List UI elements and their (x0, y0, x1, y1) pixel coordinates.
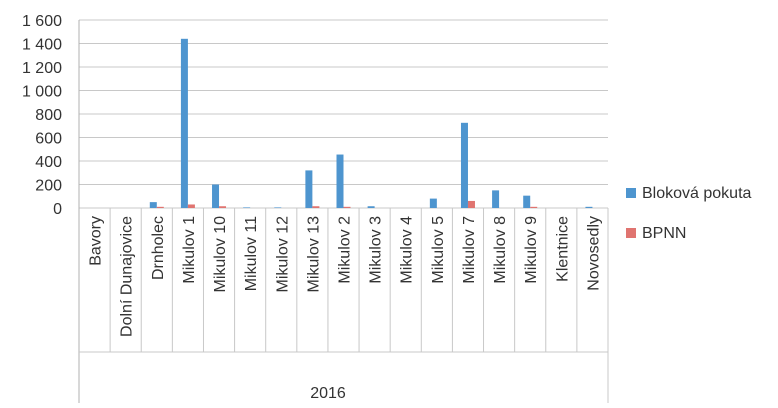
legend-label: BPNN (642, 225, 686, 242)
x-tick-label: Mikulov 12 (274, 216, 291, 293)
x-tick-label: Mikulov 1 (181, 216, 198, 284)
bar-blokova-pokuta (523, 195, 531, 208)
bar-bpnn (530, 206, 538, 208)
bar-blokova-pokuta (460, 122, 468, 208)
bars (149, 38, 593, 208)
bar-blokova-pokuta (585, 206, 593, 208)
bar-blokova-pokuta (149, 202, 157, 208)
legend: Bloková pokuta BPNN (626, 185, 752, 242)
legend-swatch (626, 228, 636, 238)
bar-bpnn (312, 206, 320, 208)
bar-blokova-pokuta (429, 198, 437, 208)
group-label: 2016 (310, 385, 346, 402)
bar-bpnn (343, 206, 351, 208)
y-tick-label: 600 (35, 131, 62, 148)
x-tick-label: Novosedly (585, 216, 602, 291)
x-tick-label: Dolní Dunajovice (119, 216, 136, 337)
x-tick-label: Mikulov 2 (337, 216, 354, 284)
bar-bpnn (467, 200, 475, 208)
y-tick-label: 800 (35, 107, 62, 124)
y-tick-label: 1 400 (22, 37, 62, 54)
bar-blokova-pokuta (305, 170, 313, 208)
bar-bpnn (219, 206, 227, 208)
x-tick-label: Mikulov 7 (461, 216, 478, 284)
x-tick-label: Drnholec (150, 216, 167, 280)
bar-blokova-pokuta (243, 207, 251, 208)
x-tick-labels: Bavory Dolní Dunajovice Drnholec Mikulov 1 M… (88, 216, 603, 337)
x-tick-label: Mikulov 3 (368, 216, 385, 284)
y-tick-label: 1 200 (22, 60, 62, 77)
bar-blokova-pokuta (274, 207, 282, 208)
bar-blokova-pokuta (336, 154, 344, 208)
x-tick-label: Mikulov 5 (430, 216, 447, 284)
gridlines (79, 19, 608, 209)
x-tick-label: Mikulov 10 (212, 216, 229, 293)
x-tick-label: Bavory (88, 216, 105, 266)
y-tick-labels: 0 200 400 600 800 1 000 1 200 1 400 1 600 (22, 13, 62, 218)
bar-bpnn (156, 206, 164, 208)
x-tick-label: Mikulov 11 (243, 216, 260, 291)
legend-label: Bloková pokuta (642, 185, 752, 202)
x-tick-label: Mikulov 9 (523, 216, 540, 284)
x-tick-label: Mikulov 4 (399, 216, 416, 284)
y-tick-label: 0 (53, 201, 62, 218)
bar-blokova-pokuta (180, 38, 188, 208)
bar-blokova-pokuta (492, 190, 500, 208)
x-tick-label: Klentnice (554, 216, 571, 282)
bar-blokova-pokuta (367, 206, 375, 208)
legend-swatch (626, 188, 636, 198)
bar-bpnn (187, 204, 195, 208)
axes (78, 20, 609, 403)
bar-blokova-pokuta (212, 184, 220, 208)
y-tick-label: 400 (35, 154, 62, 171)
y-tick-label: 1 600 (22, 13, 62, 30)
y-tick-label: 200 (35, 178, 62, 195)
x-tick-label: Mikulov 8 (492, 216, 509, 284)
x-tick-label: Mikulov 13 (305, 216, 322, 293)
y-tick-label: 1 000 (22, 84, 62, 101)
